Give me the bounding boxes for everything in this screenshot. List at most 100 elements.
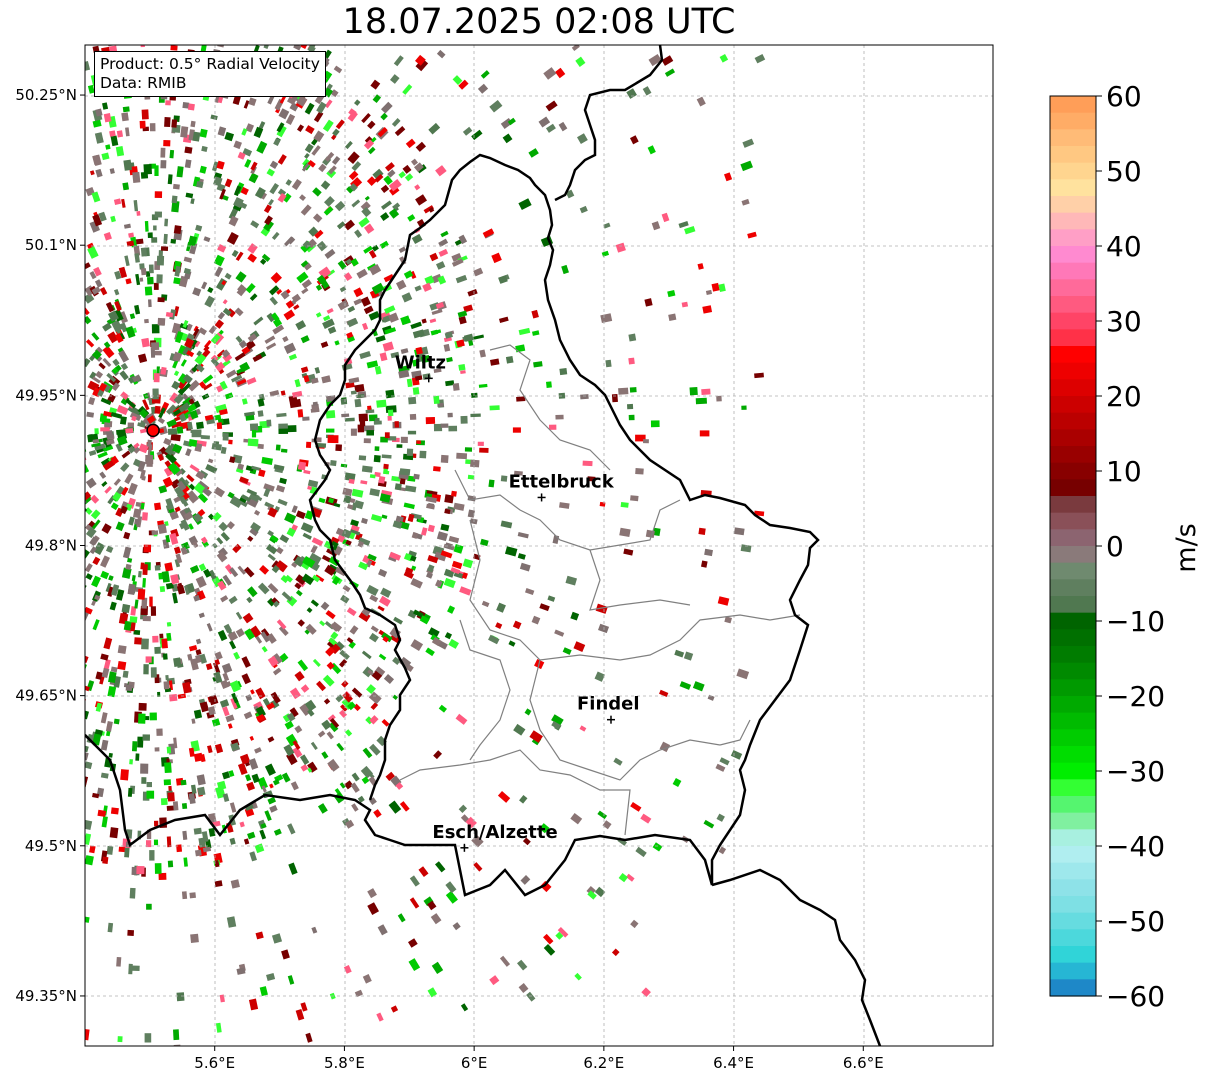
velocity-echo: [363, 425, 375, 432]
velocity-echo: [196, 421, 204, 430]
velocity-echo: [139, 408, 149, 419]
velocity-echo: [195, 470, 206, 480]
velocity-echo: [282, 193, 292, 203]
velocity-echo: [374, 365, 382, 375]
colorbar-segment: [1050, 146, 1096, 164]
velocity-echo: [348, 377, 360, 384]
velocity-echo: [415, 346, 423, 355]
colorbar-tick-label: 20: [1106, 380, 1142, 413]
velocity-echo: [154, 863, 162, 874]
velocity-echo: [366, 684, 377, 695]
velocity-echo: [362, 974, 372, 984]
velocity-echo: [275, 560, 288, 573]
velocity-echo: [129, 759, 133, 765]
velocity-echo: [285, 300, 295, 309]
velocity-echo: [421, 318, 427, 324]
velocity-echo: [438, 704, 447, 713]
velocity-echo: [261, 646, 268, 653]
velocity-echo: [158, 407, 166, 419]
velocity-echo: [85, 833, 92, 845]
velocity-echo: [508, 640, 516, 647]
velocity-echo: [173, 546, 181, 555]
velocity-echo: [111, 367, 119, 375]
velocity-echo: [100, 772, 109, 779]
velocity-echo: [415, 58, 429, 72]
velocity-echo: [574, 972, 582, 981]
velocity-echo: [133, 442, 140, 449]
velocity-echo: [366, 430, 374, 436]
velocity-echo: [349, 183, 358, 192]
velocity-echo: [91, 519, 101, 530]
velocity-echo: [300, 764, 309, 772]
velocity-echo: [241, 346, 251, 355]
velocity-echo: [111, 382, 120, 391]
velocity-echo: [358, 455, 367, 461]
velocity-echo: [278, 423, 288, 429]
velocity-echo: [381, 454, 392, 459]
velocity-echo: [172, 801, 179, 811]
velocity-echo: [330, 460, 337, 467]
velocity-echo: [333, 65, 343, 74]
velocity-echo: [189, 409, 199, 420]
colorbar-segment: [1050, 929, 1096, 947]
velocity-echo: [388, 312, 399, 323]
velocity-echo: [176, 166, 184, 178]
velocity-echo: [151, 237, 158, 243]
velocity-echo: [198, 563, 207, 572]
velocity-echo: [101, 816, 108, 828]
velocity-echo: [125, 127, 130, 137]
velocity-echo: [276, 412, 287, 418]
colorbar-segment: [1050, 729, 1096, 747]
velocity-echo: [379, 240, 389, 249]
lon-tick-label: 6°E: [461, 1054, 488, 1072]
velocity-echo: [580, 394, 589, 400]
velocity-echo: [360, 480, 368, 485]
velocity-echo: [392, 520, 403, 529]
velocity-echo: [403, 570, 414, 579]
velocity-echo: [163, 140, 171, 147]
velocity-echo: [518, 198, 532, 210]
velocity-echo: [436, 531, 448, 542]
velocity-echo: [433, 423, 443, 432]
velocity-echo: [123, 223, 131, 229]
velocity-echo: [605, 359, 612, 368]
velocity-echo: [219, 188, 226, 200]
velocity-echo: [325, 646, 336, 657]
velocity-echo: [222, 574, 232, 586]
velocity-echo: [446, 357, 453, 363]
velocity-echo: [154, 747, 160, 752]
velocity-echo: [184, 146, 193, 154]
velocity-echo: [123, 620, 132, 631]
velocity-echo: [171, 195, 178, 204]
velocity-echo: [121, 603, 131, 613]
velocity-echo: [241, 656, 251, 668]
velocity-echo: [304, 629, 310, 635]
velocity-echo: [264, 501, 275, 510]
velocity-echo: [718, 846, 727, 855]
velocity-echo: [113, 718, 120, 725]
velocity-echo: [211, 443, 222, 451]
velocity-echo: [335, 119, 345, 130]
velocity-echo: [313, 130, 325, 143]
velocity-echo: [234, 352, 246, 362]
velocity-echo: [618, 873, 629, 883]
velocity-echo: [181, 891, 188, 900]
velocity-echo: [440, 550, 453, 559]
velocity-echo: [110, 135, 119, 147]
velocity-echo: [235, 611, 243, 620]
velocity-echo: [436, 261, 446, 270]
velocity-echo: [522, 837, 531, 846]
velocity-echo: [109, 827, 119, 839]
velocity-echo: [408, 938, 418, 948]
colorbar-segment: [1050, 962, 1096, 980]
velocity-echo: [302, 240, 312, 249]
velocity-echo: [232, 454, 243, 464]
velocity-echo: [380, 587, 392, 598]
velocity-echo: [187, 103, 195, 111]
velocity-echo: [260, 822, 267, 829]
velocity-echo: [325, 410, 336, 419]
velocity-echo: [174, 558, 181, 568]
colorbar-segment: [1050, 779, 1096, 797]
velocity-echo: [114, 300, 122, 312]
velocity-echo: [375, 335, 386, 343]
